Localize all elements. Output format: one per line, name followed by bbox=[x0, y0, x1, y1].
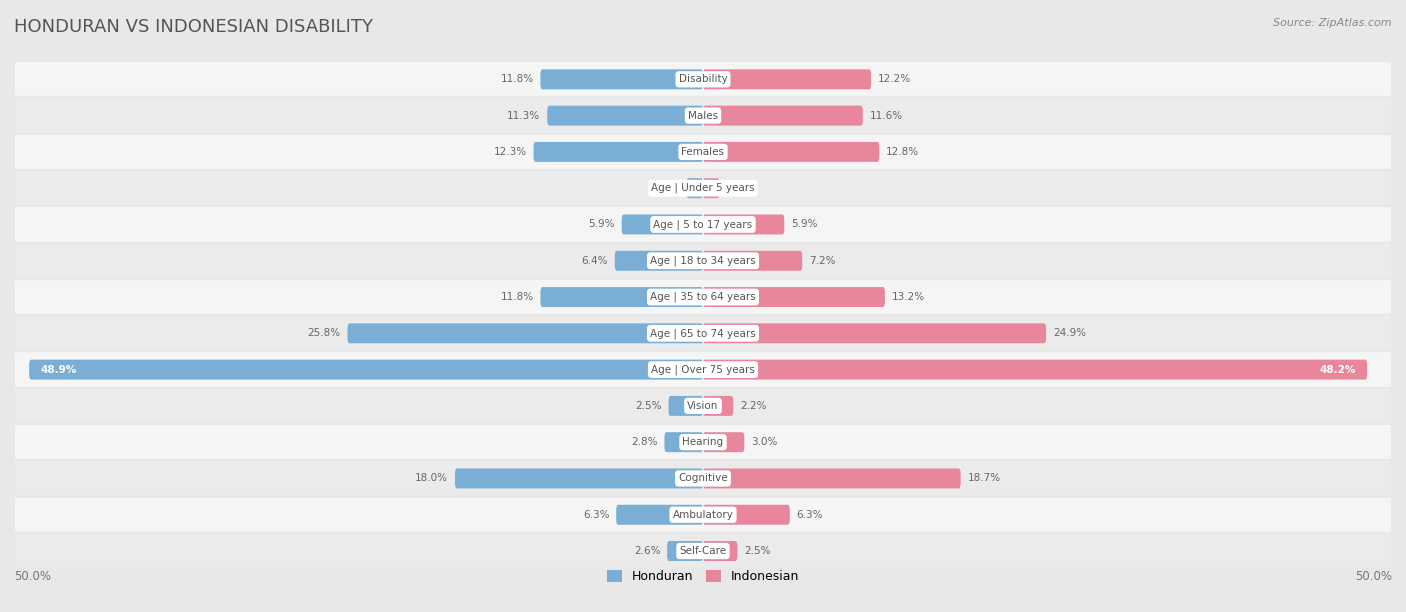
Text: Age | 65 to 74 years: Age | 65 to 74 years bbox=[650, 328, 756, 338]
FancyBboxPatch shape bbox=[540, 69, 703, 89]
FancyBboxPatch shape bbox=[703, 214, 785, 234]
FancyBboxPatch shape bbox=[703, 360, 1367, 379]
Text: 1.2%: 1.2% bbox=[727, 183, 754, 193]
FancyBboxPatch shape bbox=[703, 69, 872, 89]
FancyBboxPatch shape bbox=[14, 496, 1392, 533]
FancyBboxPatch shape bbox=[14, 388, 1392, 424]
FancyBboxPatch shape bbox=[665, 432, 703, 452]
Text: 1.2%: 1.2% bbox=[652, 183, 679, 193]
FancyBboxPatch shape bbox=[14, 170, 1392, 206]
FancyBboxPatch shape bbox=[540, 287, 703, 307]
Text: 18.0%: 18.0% bbox=[415, 474, 449, 483]
FancyBboxPatch shape bbox=[14, 61, 1392, 97]
FancyBboxPatch shape bbox=[703, 468, 960, 488]
FancyBboxPatch shape bbox=[703, 396, 734, 416]
FancyBboxPatch shape bbox=[14, 315, 1392, 351]
FancyBboxPatch shape bbox=[614, 251, 703, 271]
Text: Source: ZipAtlas.com: Source: ZipAtlas.com bbox=[1274, 18, 1392, 28]
Text: 2.8%: 2.8% bbox=[631, 437, 658, 447]
Text: 18.7%: 18.7% bbox=[967, 474, 1001, 483]
Text: Age | 5 to 17 years: Age | 5 to 17 years bbox=[654, 219, 752, 230]
Text: Age | 18 to 34 years: Age | 18 to 34 years bbox=[650, 255, 756, 266]
FancyBboxPatch shape bbox=[703, 541, 738, 561]
Text: Cognitive: Cognitive bbox=[678, 474, 728, 483]
FancyBboxPatch shape bbox=[686, 178, 703, 198]
FancyBboxPatch shape bbox=[703, 106, 863, 125]
Text: Age | Over 75 years: Age | Over 75 years bbox=[651, 364, 755, 375]
Text: 2.5%: 2.5% bbox=[744, 546, 770, 556]
Text: 5.9%: 5.9% bbox=[588, 220, 614, 230]
FancyBboxPatch shape bbox=[456, 468, 703, 488]
Legend: Honduran, Indonesian: Honduran, Indonesian bbox=[602, 565, 804, 588]
Text: 12.2%: 12.2% bbox=[877, 74, 911, 84]
Text: Hearing: Hearing bbox=[682, 437, 724, 447]
FancyBboxPatch shape bbox=[703, 178, 720, 198]
FancyBboxPatch shape bbox=[14, 279, 1392, 315]
Text: 50.0%: 50.0% bbox=[14, 570, 51, 583]
FancyBboxPatch shape bbox=[30, 360, 703, 379]
Text: 50.0%: 50.0% bbox=[1355, 570, 1392, 583]
Text: HONDURAN VS INDONESIAN DISABILITY: HONDURAN VS INDONESIAN DISABILITY bbox=[14, 18, 373, 36]
Text: 5.9%: 5.9% bbox=[792, 220, 818, 230]
Text: Vision: Vision bbox=[688, 401, 718, 411]
Text: 11.3%: 11.3% bbox=[508, 111, 540, 121]
Text: Age | Under 5 years: Age | Under 5 years bbox=[651, 183, 755, 193]
FancyBboxPatch shape bbox=[14, 206, 1392, 242]
FancyBboxPatch shape bbox=[14, 424, 1392, 460]
Text: 2.6%: 2.6% bbox=[634, 546, 661, 556]
Text: 6.3%: 6.3% bbox=[583, 510, 609, 520]
Text: Females: Females bbox=[682, 147, 724, 157]
FancyBboxPatch shape bbox=[14, 460, 1392, 496]
Text: 11.8%: 11.8% bbox=[501, 292, 533, 302]
FancyBboxPatch shape bbox=[703, 432, 744, 452]
FancyBboxPatch shape bbox=[703, 505, 790, 524]
FancyBboxPatch shape bbox=[621, 214, 703, 234]
FancyBboxPatch shape bbox=[703, 142, 879, 162]
Text: 11.8%: 11.8% bbox=[501, 74, 533, 84]
Text: 24.9%: 24.9% bbox=[1053, 328, 1085, 338]
FancyBboxPatch shape bbox=[668, 541, 703, 561]
FancyBboxPatch shape bbox=[347, 323, 703, 343]
Text: 3.0%: 3.0% bbox=[751, 437, 778, 447]
Text: 48.9%: 48.9% bbox=[41, 365, 76, 375]
FancyBboxPatch shape bbox=[547, 106, 703, 125]
Text: 6.4%: 6.4% bbox=[582, 256, 607, 266]
Text: 48.2%: 48.2% bbox=[1320, 365, 1357, 375]
FancyBboxPatch shape bbox=[669, 396, 703, 416]
FancyBboxPatch shape bbox=[616, 505, 703, 524]
FancyBboxPatch shape bbox=[14, 134, 1392, 170]
Text: 11.6%: 11.6% bbox=[870, 111, 903, 121]
FancyBboxPatch shape bbox=[14, 97, 1392, 134]
FancyBboxPatch shape bbox=[14, 533, 1392, 569]
Text: Ambulatory: Ambulatory bbox=[672, 510, 734, 520]
Text: 2.2%: 2.2% bbox=[740, 401, 766, 411]
Text: Disability: Disability bbox=[679, 74, 727, 84]
FancyBboxPatch shape bbox=[703, 287, 884, 307]
Text: 2.5%: 2.5% bbox=[636, 401, 662, 411]
Text: 12.8%: 12.8% bbox=[886, 147, 920, 157]
Text: 12.3%: 12.3% bbox=[494, 147, 527, 157]
Text: Males: Males bbox=[688, 111, 718, 121]
FancyBboxPatch shape bbox=[14, 242, 1392, 279]
Text: 25.8%: 25.8% bbox=[308, 328, 340, 338]
FancyBboxPatch shape bbox=[703, 251, 803, 271]
FancyBboxPatch shape bbox=[703, 323, 1046, 343]
Text: 7.2%: 7.2% bbox=[808, 256, 835, 266]
Text: 6.3%: 6.3% bbox=[797, 510, 823, 520]
FancyBboxPatch shape bbox=[14, 351, 1392, 388]
Text: 13.2%: 13.2% bbox=[891, 292, 925, 302]
Text: Age | 35 to 64 years: Age | 35 to 64 years bbox=[650, 292, 756, 302]
FancyBboxPatch shape bbox=[533, 142, 703, 162]
Text: Self-Care: Self-Care bbox=[679, 546, 727, 556]
